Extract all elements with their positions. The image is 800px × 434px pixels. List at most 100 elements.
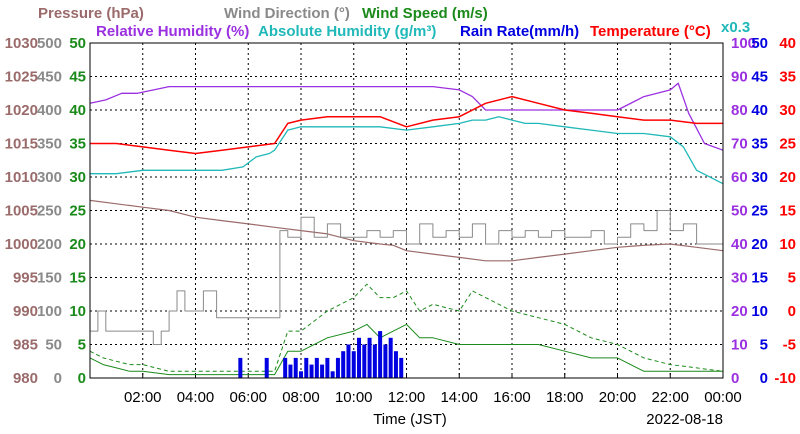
- y-tick-label-wind-speed: 35: [69, 136, 86, 153]
- y-tick-label-humidity: 40: [731, 236, 748, 253]
- legend: Pressure (hPa) Wind Direction (°) Wind S…: [38, 5, 750, 40]
- y-tick-label-rain: 45: [751, 69, 768, 86]
- y-tick-label-wind-speed: 40: [69, 102, 86, 119]
- y-tick-label-wind-dir: 500: [37, 35, 62, 52]
- date-label: 2022-08-18: [646, 411, 723, 428]
- y-tick-label-wind-speed: 0: [78, 370, 86, 387]
- y-tick-label-wind-speed: 25: [69, 203, 86, 220]
- y-tick-label-pressure: 1030: [5, 35, 38, 52]
- series-line-absolute-humidity-g-m: [90, 116, 724, 185]
- rain-bar: [388, 337, 393, 378]
- y-tick-label-temp: 10: [779, 236, 796, 253]
- x-tick-label: 16:00: [493, 389, 531, 406]
- series-line-pressure-hpa: [89, 199, 724, 262]
- x-tick-label: 06:00: [229, 389, 267, 406]
- y-tick-label-rain: 15: [751, 270, 768, 287]
- y-tick-label-pressure: 1010: [5, 169, 38, 186]
- y-tick-label-pressure: 990: [13, 303, 38, 320]
- y-tick-label-humidity: 10: [731, 337, 748, 354]
- y-tick-label-pressure: 1020: [5, 102, 38, 119]
- rain-bar: [383, 344, 388, 378]
- y-tick-label-wind-dir: 450: [37, 69, 62, 86]
- y-tick-label-rain: 35: [751, 136, 768, 153]
- rain-bar: [314, 357, 319, 378]
- legend-absolute-humidity: Absolute Humidity (g/m³): [258, 23, 436, 40]
- x-tick-label: 12:00: [388, 389, 426, 406]
- y-tick-label-wind-dir: 350: [37, 136, 62, 153]
- y-tick-label-humidity: 100: [731, 35, 756, 52]
- x-tick-label: 14:00: [440, 389, 478, 406]
- y-tick-label-pressure: 995: [13, 270, 38, 287]
- rain-bar: [393, 351, 398, 378]
- legend-wind-speed: Wind Speed (m/s): [362, 5, 488, 22]
- y-tick-label-pressure: 1015: [5, 136, 38, 153]
- ah-scale-note: x0.3: [721, 19, 750, 36]
- rain-bar: [293, 357, 298, 378]
- x-tick-label: 20:00: [599, 389, 637, 406]
- rain-bar: [399, 357, 404, 378]
- y-tick-label-temp: -5: [783, 337, 796, 354]
- rain-bar: [304, 357, 309, 378]
- y-tick-label-rain: 25: [751, 203, 768, 220]
- legend-temperature: Temperature (°C): [590, 23, 711, 40]
- y-tick-label-wind-dir: 300: [37, 169, 62, 186]
- x-tick-label: 18:00: [546, 389, 584, 406]
- x-tick-label: 04:00: [177, 389, 215, 406]
- rain-bar: [238, 357, 243, 378]
- rain-bar: [299, 371, 303, 378]
- y-tick-label-rain: 0: [760, 370, 768, 387]
- y-tick-label-rain: 10: [751, 303, 768, 320]
- legend-wind-direction: Wind Direction (°): [224, 5, 350, 22]
- y-tick-label-temp: 5: [788, 270, 796, 287]
- y-tick-label-pressure: 1025: [5, 69, 38, 86]
- y-tick-label-humidity: 50: [731, 203, 748, 220]
- x-tick-label: 02:00: [124, 389, 162, 406]
- rain-bar: [283, 357, 288, 378]
- series-line-wind-direction: [90, 210, 723, 345]
- y-axes: 9809859909951000100510101015102010251030…: [5, 35, 796, 387]
- y-tick-label-temp: 40: [779, 35, 796, 52]
- y-tick-label-pressure: 980: [13, 370, 38, 387]
- rain-bar: [362, 344, 367, 378]
- rain-bar: [288, 364, 293, 378]
- y-tick-label-wind-dir: 100: [37, 303, 62, 320]
- x-tick-label: 22:00: [651, 389, 689, 406]
- y-tick-label-rain: 20: [751, 236, 768, 253]
- y-tick-label-humidity: 60: [731, 169, 748, 186]
- x-tick-label: 08:00: [282, 389, 320, 406]
- series-line-temperature-c: [90, 95, 723, 155]
- y-tick-label-rain: 40: [751, 102, 768, 119]
- rain-bar: [372, 344, 377, 378]
- rain-bar: [335, 357, 340, 378]
- y-tick-label-humidity: 80: [731, 102, 748, 119]
- rain-bar: [367, 337, 372, 378]
- legend-rain-rate: Rain Rate(mm/h): [460, 23, 579, 40]
- plot-frame: [89, 42, 724, 379]
- y-tick-label-wind-dir: 400: [37, 102, 62, 119]
- rain-bar: [264, 357, 269, 378]
- y-tick-label-temp: 15: [779, 203, 796, 220]
- y-tick-label-humidity: 20: [731, 303, 748, 320]
- y-tick-label-temp: 20: [779, 169, 796, 186]
- y-tick-label-humidity: 30: [731, 270, 748, 287]
- rain-bar: [351, 351, 356, 378]
- series-line-wind-gust-m-s: [89, 283, 724, 372]
- y-tick-label-humidity: 0: [731, 370, 739, 387]
- series-line-relative-humidity: [89, 82, 724, 151]
- x-axis: 02:00 04:00 06:00 08:00 10:00 12:00 14:00 16:00…: [124, 373, 742, 406]
- y-tick-label-temp: 30: [779, 102, 796, 119]
- y-tick-label-humidity: 70: [731, 136, 748, 153]
- y-tick-label-pressure: 1000: [5, 236, 38, 253]
- y-tick-label-temp: 35: [779, 69, 796, 86]
- rain-bar: [320, 364, 325, 378]
- x-tick-label: 00:00: [704, 389, 742, 406]
- rain-bar: [357, 337, 362, 378]
- y-tick-label-rain: 5: [760, 337, 768, 354]
- y-tick-label-temp: -10: [774, 370, 796, 387]
- y-tick-label-wind-speed: 45: [69, 69, 86, 86]
- y-tick-label-temp: 25: [779, 136, 796, 153]
- rain-bar: [309, 364, 314, 378]
- y-tick-label-wind-dir: 250: [37, 203, 62, 220]
- y-tick-label-temp: 0: [788, 303, 796, 320]
